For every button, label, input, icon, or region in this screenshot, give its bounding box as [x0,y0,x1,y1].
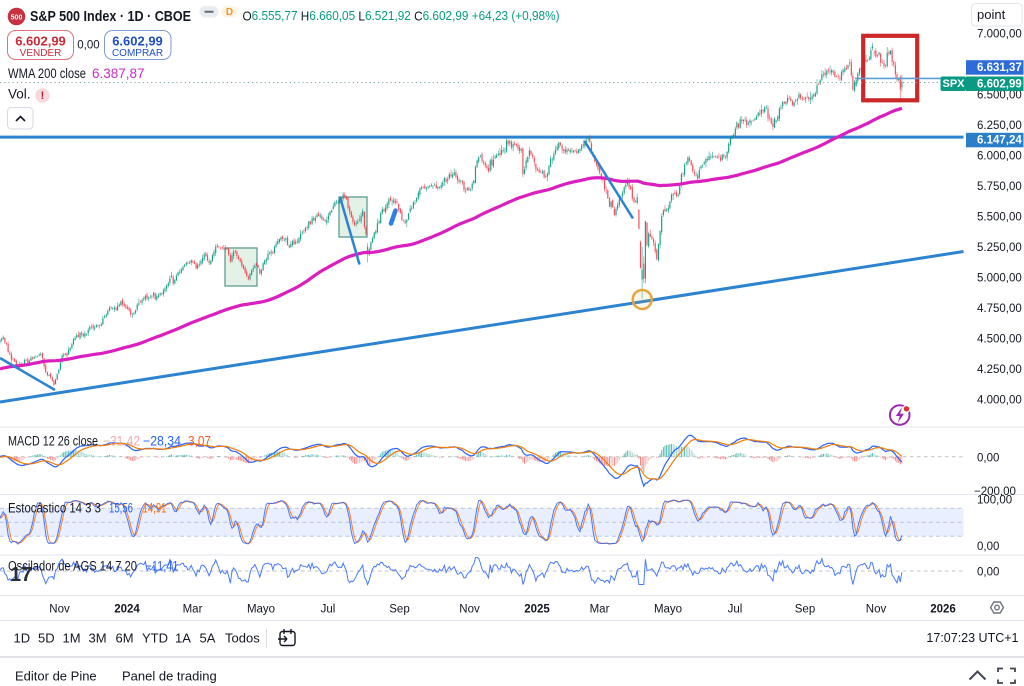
svg-text:4.250,00: 4.250,00 [977,364,1022,376]
svg-text:5A: 5A [200,630,216,645]
svg-text:−28,34: −28,34 [143,434,181,449]
svg-text:MACD 12 26 close: MACD 12 26 close [8,434,98,449]
svg-text:100,00: 100,00 [977,495,1012,507]
svg-text:Nov: Nov [49,604,70,616]
svg-text:6.500,00: 6.500,00 [977,90,1022,102]
svg-text:−11,41: −11,41 [146,559,179,574]
svg-text:−31,42: −31,42 [103,434,140,449]
svg-text:6.602,99: 6.602,99 [112,33,163,48]
svg-text:5.750,00: 5.750,00 [977,181,1022,193]
svg-text:point: point [977,7,1006,22]
svg-text:6.147,24: 6.147,24 [977,135,1022,147]
svg-text:Editor de Pine: Editor de Pine [15,668,97,683]
svg-text:Jul: Jul [728,604,743,616]
svg-text:Mar: Mar [590,604,610,616]
svg-text:5.250,00: 5.250,00 [977,242,1022,254]
svg-text:5.500,00: 5.500,00 [977,212,1022,224]
svg-text:0,00: 0,00 [977,541,999,553]
svg-text:500: 500 [11,14,23,21]
svg-text:Sep: Sep [389,604,409,616]
svg-text:Sep: Sep [795,604,815,616]
svg-text:WMA 200 close: WMA 200 close [8,66,86,81]
svg-text:Estocástico 14 3 3: Estocástico 14 3 3 [8,501,101,516]
svg-text:14,91: 14,91 [143,501,167,516]
svg-text:3,07: 3,07 [188,434,211,449]
svg-text:17: 17 [10,564,32,586]
svg-text:6.000,00: 6.000,00 [977,151,1022,163]
svg-text:4.000,00: 4.000,00 [977,395,1022,407]
svg-text:6.602,99: 6.602,99 [15,33,66,48]
svg-text:VENDER: VENDER [20,48,62,59]
svg-text:15,56: 15,56 [109,501,133,516]
svg-text:Nov: Nov [866,604,887,616]
svg-text:6.602,99: 6.602,99 [977,78,1022,90]
svg-text:1M: 1M [63,630,81,645]
svg-text:Todos: Todos [225,630,260,645]
svg-text:4.750,00: 4.750,00 [977,303,1022,315]
svg-text:0,00: 0,00 [977,567,999,579]
svg-text:O6.555,77 H6.660,05 L6.521,92: O6.555,77 H6.660,05 L6.521,92 C6.602,99 … [243,8,560,23]
svg-text:−200,00: −200,00 [974,486,1016,498]
svg-text:3M: 3M [89,630,107,645]
svg-text:4.500,00: 4.500,00 [977,334,1022,346]
svg-text:D: D [226,7,233,18]
svg-text:Jul: Jul [321,604,336,616]
svg-text:Panel de trading: Panel de trading [122,668,217,683]
svg-text:2024: 2024 [114,604,140,616]
svg-text:6.631,37: 6.631,37 [977,62,1022,74]
svg-text:Vol.: Vol. [8,87,31,102]
svg-text:17:07:23 UTC+1: 17:07:23 UTC+1 [926,631,1018,645]
svg-text:6M: 6M [116,630,134,645]
svg-text:7.000,00: 7.000,00 [977,29,1022,41]
svg-text:1A: 1A [175,630,191,645]
svg-text:!: ! [41,90,45,102]
svg-text:6.250,00: 6.250,00 [977,120,1022,132]
svg-text:0,00: 0,00 [77,40,99,52]
svg-text:0,00: 0,00 [977,452,999,464]
svg-text:5D: 5D [38,630,55,645]
svg-text:Mar: Mar [183,604,203,616]
svg-text:Nov: Nov [459,604,480,616]
svg-text:1D: 1D [14,630,31,645]
svg-text:S&P 500 Index · 1D · CBOE: S&P 500 Index · 1D · CBOE [30,9,191,25]
svg-text:6.387,87: 6.387,87 [92,66,145,81]
svg-text:Mayo: Mayo [654,604,682,616]
svg-text:SPX: SPX [942,78,965,90]
svg-text:2026: 2026 [930,604,956,616]
svg-text:YTD: YTD [142,630,168,645]
svg-text:5.000,00: 5.000,00 [977,273,1022,285]
svg-text:COMPRAR: COMPRAR [112,48,163,59]
svg-text:Mayo: Mayo [247,604,275,616]
svg-text:Oscilador de AGS 14 7 20: Oscilador de AGS 14 7 20 [8,559,137,574]
svg-text:2025: 2025 [524,604,550,616]
